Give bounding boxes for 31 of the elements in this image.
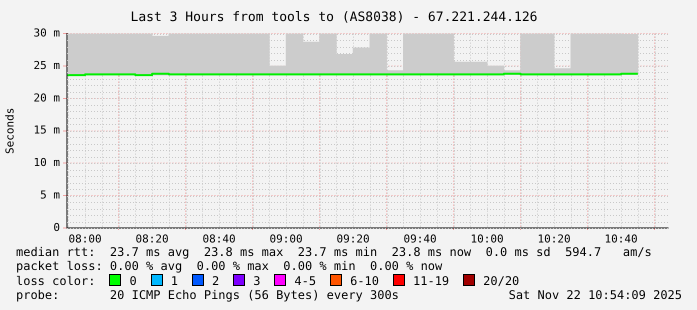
y-axis-title: Seconds [3,108,16,154]
x-tick-label: 10:40 [604,232,638,246]
y-tick-label: 30 m [34,26,60,40]
y-tick-label: 25 m [34,58,60,72]
y-tick-label: 5 m [40,188,60,202]
text: 0 [129,274,137,288]
x-tick-label: 09:00 [270,232,303,246]
y-tick-label: 0 [53,220,60,234]
y-tick-label: 10 m [34,156,60,170]
text: Sat Nov 22 10:54:09 2025 [508,288,682,303]
x-tick-label: 09:40 [404,232,437,246]
x-tick-label: 10:00 [470,232,504,246]
text: loss color: [16,274,96,288]
x-tick-label: 08:00 [68,232,102,246]
text: 1 [170,274,178,288]
y-tick-label: 15 m [34,124,60,137]
text: 4-5 [294,274,316,288]
x-tick-label: 10:20 [538,232,571,246]
text: 3 [253,274,260,288]
chart-title: Last 3 Hours from tools to (AS8038) - 67.221.244.126 [130,10,538,26]
x-tick-label: 09:20 [336,232,370,246]
text: 11-19 [413,274,450,288]
x-tick-label: 08:40 [202,232,236,246]
text: probe: 20 ICMP Echo Pings (56 Bytes) every 300s [16,288,399,302]
text: median rtt: 23.7 ms avg 23.8 ms max 23.7 ms min 23.8 ms now 0.0 ms sd 594.7 am/s [16,245,653,260]
text: 6-10 [350,274,380,288]
x-tick-label: 08:20 [136,232,169,246]
text: packet loss: 0.00 % avg 0.00 % max 0.00 % min 0.00 % now [16,259,444,274]
text: 2 [212,274,220,288]
text: 20/20 [483,274,520,288]
y-tick-label: 20 m [34,91,60,104]
